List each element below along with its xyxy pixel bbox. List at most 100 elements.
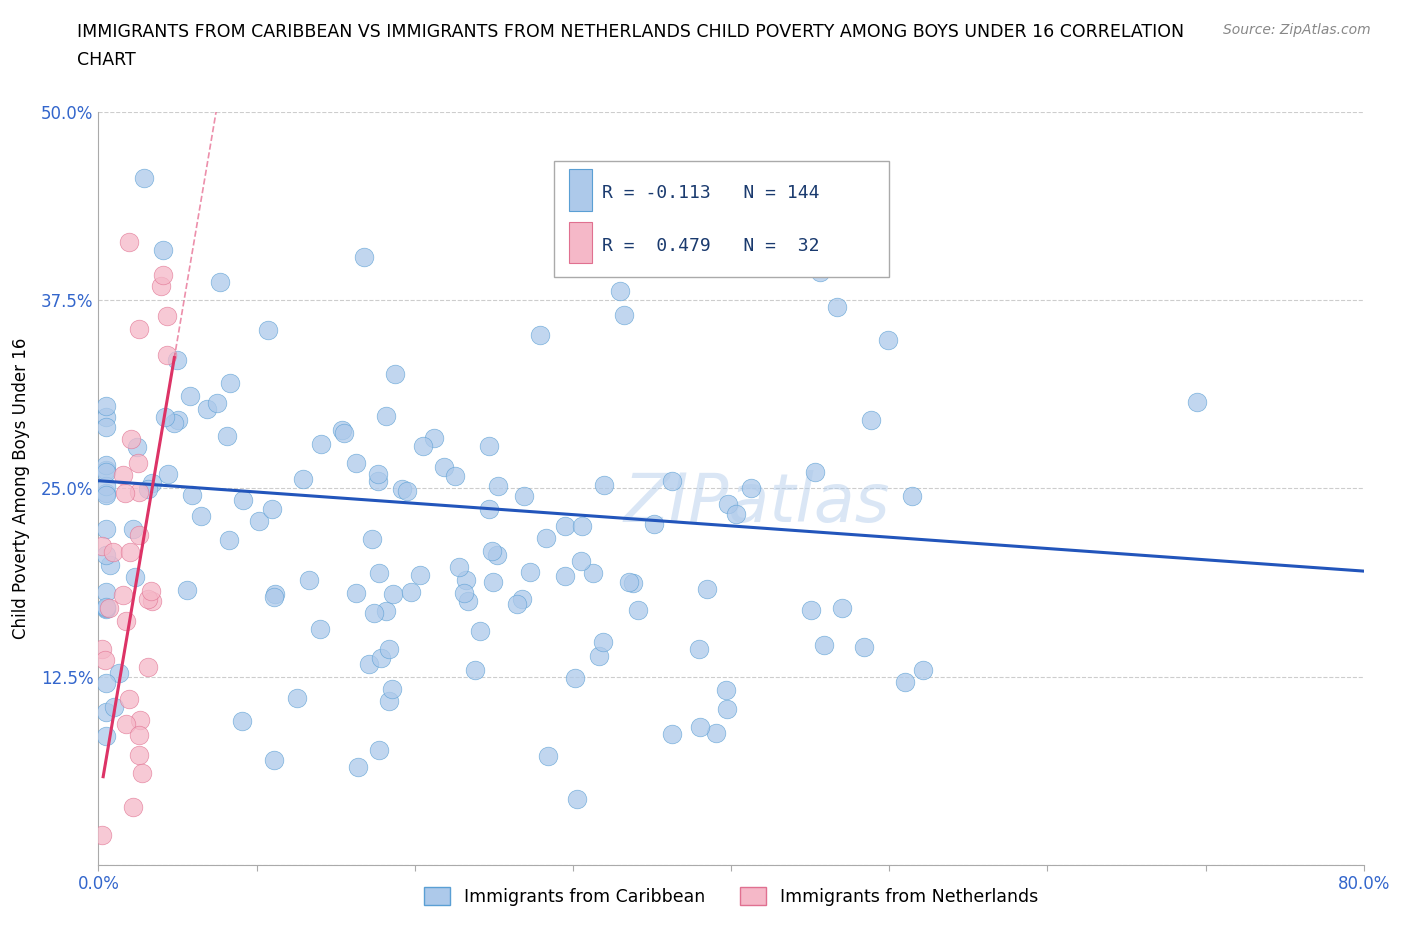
Point	[101, 544, 124, 559]
Point	[803, 464, 825, 479]
Point	[111, 468, 134, 483]
Point	[96, 600, 118, 615]
Point	[564, 671, 586, 685]
Point	[571, 519, 593, 534]
Point	[554, 568, 576, 583]
Point	[592, 635, 614, 650]
Point	[96, 409, 118, 424]
Point	[457, 593, 479, 608]
Point	[800, 603, 823, 618]
Point	[716, 701, 738, 716]
Point	[190, 509, 212, 524]
Text: ZIPatlas: ZIPatlas	[623, 471, 890, 537]
Point	[1185, 394, 1208, 409]
Point	[208, 274, 231, 289]
Point	[375, 409, 398, 424]
Point	[195, 402, 218, 417]
Point	[97, 601, 120, 616]
Point	[391, 482, 413, 497]
Point	[831, 600, 853, 615]
Text: IMMIGRANTS FROM CARIBBEAN VS IMMIGRANTS FROM NETHERLANDS CHILD POVERTY AMONG BOY: IMMIGRANTS FROM CARIBBEAN VS IMMIGRANTS …	[77, 23, 1184, 41]
Point	[114, 613, 136, 628]
Point	[131, 765, 153, 780]
Point	[378, 694, 401, 709]
Point	[298, 572, 321, 587]
Point	[825, 299, 848, 314]
Point	[399, 584, 422, 599]
Point	[96, 601, 118, 616]
Text: R = -0.113   N = 144: R = -0.113 N = 144	[602, 184, 820, 202]
Point	[124, 570, 146, 585]
Point	[330, 423, 353, 438]
Point	[217, 428, 239, 443]
Point	[619, 575, 641, 590]
Point	[96, 487, 118, 502]
Point	[121, 521, 143, 536]
Point	[152, 243, 174, 258]
Point	[127, 455, 149, 470]
Point	[378, 642, 401, 657]
Point	[96, 462, 118, 477]
Point	[207, 396, 229, 411]
Point	[481, 543, 503, 558]
Point	[444, 468, 467, 483]
Point	[569, 553, 592, 568]
Point	[588, 648, 610, 663]
Point	[346, 456, 368, 471]
Point	[232, 492, 254, 507]
Point	[108, 666, 131, 681]
Point	[156, 309, 179, 324]
Point	[118, 692, 141, 707]
Point	[179, 388, 201, 403]
Point	[696, 582, 718, 597]
Point	[582, 565, 605, 580]
Point	[704, 725, 727, 740]
Point	[96, 728, 118, 743]
Point	[688, 642, 710, 657]
Point	[613, 308, 636, 323]
Point	[395, 484, 418, 498]
Point	[96, 585, 118, 600]
Point	[412, 439, 434, 454]
Point	[433, 460, 456, 475]
Text: CHART: CHART	[77, 51, 136, 69]
Point	[128, 748, 150, 763]
Point	[359, 657, 381, 671]
Point	[96, 479, 118, 494]
Point	[353, 249, 375, 264]
Point	[740, 480, 762, 495]
Point	[96, 705, 118, 720]
Text: R =  0.479   N =  32: R = 0.479 N = 32	[602, 237, 820, 255]
Point	[263, 752, 285, 767]
Point	[141, 583, 163, 598]
Point	[96, 521, 118, 536]
Point	[877, 333, 900, 348]
Point	[150, 279, 173, 294]
Point	[262, 501, 284, 516]
Point	[363, 605, 385, 620]
Point	[689, 720, 711, 735]
Point	[156, 348, 179, 363]
Point	[96, 458, 118, 472]
Point	[661, 727, 683, 742]
Point	[374, 604, 396, 618]
Point	[370, 650, 392, 665]
Point	[482, 575, 505, 590]
Point	[114, 485, 136, 500]
Point	[128, 527, 150, 542]
Point	[90, 828, 112, 843]
Point	[122, 800, 145, 815]
Point	[860, 412, 883, 427]
Point	[513, 488, 536, 503]
Point	[347, 760, 370, 775]
Point	[894, 674, 917, 689]
Point	[486, 548, 509, 563]
Point	[380, 681, 402, 696]
Point	[367, 742, 389, 757]
Point	[264, 587, 287, 602]
Point	[609, 284, 631, 299]
Point	[129, 712, 152, 727]
Point	[505, 596, 527, 611]
Point	[661, 474, 683, 489]
Point	[534, 531, 557, 546]
